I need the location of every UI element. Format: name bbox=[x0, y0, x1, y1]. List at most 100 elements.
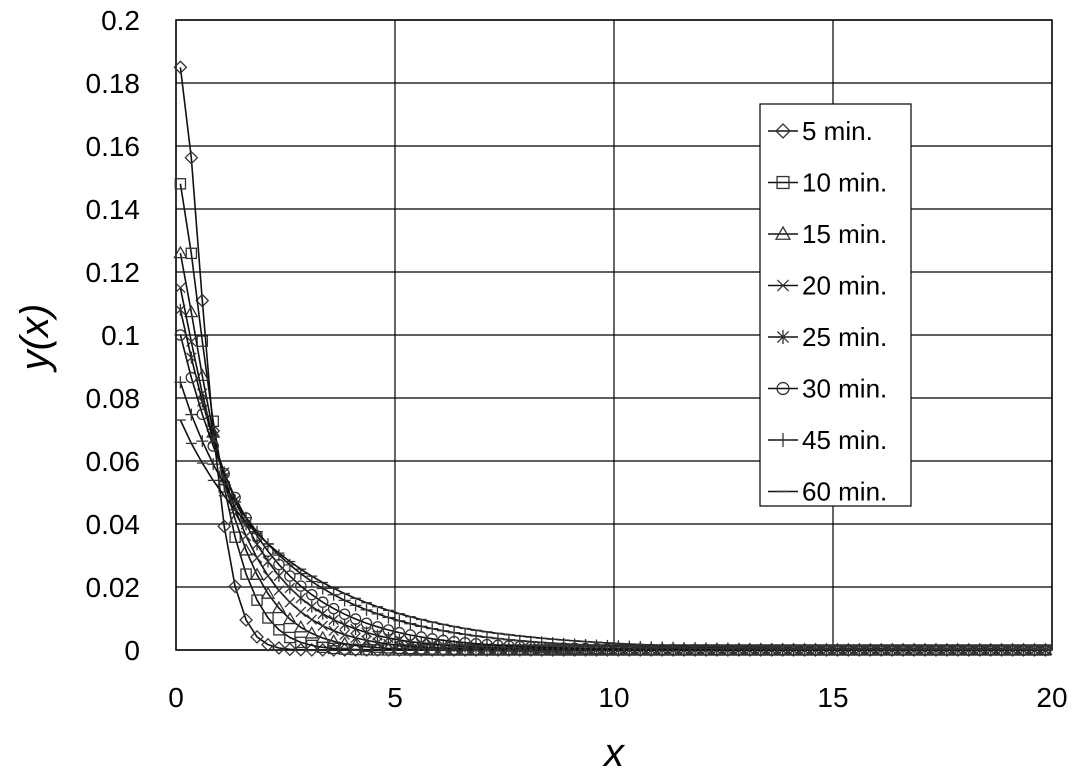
marker-square bbox=[185, 247, 198, 260]
marker-triangle bbox=[774, 225, 792, 240]
marker-plus bbox=[185, 408, 198, 421]
marker-diamond bbox=[523, 643, 538, 657]
series-line bbox=[179, 382, 1046, 651]
y-axis-ticks: 0 0.02 0.04 0.06 0.08 0.1 0.12 0.14 0.16 0.18 0.2 bbox=[86, 5, 141, 666]
legend-label: 45 min. bbox=[802, 425, 887, 455]
marker-square bbox=[174, 178, 187, 190]
marker-triangle bbox=[337, 636, 352, 649]
series-15-min bbox=[173, 245, 1053, 656]
legend-label: 15 min. bbox=[802, 219, 887, 249]
marker-square bbox=[240, 568, 252, 580]
y-tick-label: 0.02 bbox=[86, 572, 141, 603]
x-tick-label: 20 bbox=[1036, 682, 1067, 713]
legend-label: 10 min. bbox=[802, 168, 887, 198]
marker-plus bbox=[601, 639, 614, 652]
series-line bbox=[179, 334, 1046, 651]
marker-asterisk bbox=[328, 613, 339, 626]
marker-asterisk bbox=[186, 351, 197, 364]
series-line bbox=[179, 287, 1046, 651]
marker-plus bbox=[502, 633, 515, 646]
marker-square bbox=[262, 612, 274, 624]
marker-plus bbox=[229, 496, 242, 509]
series-20-min bbox=[175, 282, 1051, 656]
marker-plus bbox=[174, 376, 187, 389]
marker-asterisk bbox=[273, 569, 285, 582]
marker-plus bbox=[251, 525, 264, 538]
y-tick-label: 0.12 bbox=[86, 257, 141, 288]
marker-diamond bbox=[775, 123, 791, 139]
marker-triangle bbox=[326, 634, 341, 647]
legend-label: 25 min. bbox=[802, 322, 887, 352]
legend-item: 15 min. bbox=[768, 219, 887, 249]
marker-triangle bbox=[282, 611, 298, 625]
marker-asterisk bbox=[317, 607, 328, 620]
marker-square bbox=[776, 175, 790, 190]
marker-plus bbox=[612, 640, 625, 653]
y-tick-label: 0.04 bbox=[86, 509, 141, 540]
marker-plus bbox=[437, 624, 450, 637]
y-tick-label: 0.08 bbox=[86, 383, 141, 414]
marker-plus bbox=[590, 639, 603, 652]
marker-diamond bbox=[611, 643, 626, 657]
marker-diamond bbox=[250, 629, 264, 644]
marker-circle bbox=[776, 381, 790, 396]
marker-plus bbox=[338, 594, 351, 607]
marker-diamond bbox=[622, 643, 637, 657]
legend-item: 60 min. bbox=[768, 477, 887, 507]
marker-plus bbox=[623, 640, 636, 653]
x-tick-label: 5 bbox=[387, 682, 403, 713]
marker-square bbox=[306, 639, 318, 652]
marker-x bbox=[317, 620, 328, 632]
marker-x bbox=[776, 279, 790, 292]
marker-circle bbox=[174, 329, 187, 341]
marker-asterisk bbox=[262, 555, 274, 568]
series-5-min bbox=[173, 60, 1053, 657]
marker-x bbox=[262, 570, 274, 582]
marker-plus bbox=[349, 599, 362, 612]
marker-diamond bbox=[239, 613, 253, 627]
legend-item: 20 min. bbox=[768, 271, 887, 301]
marker-asterisk bbox=[416, 637, 427, 650]
marker-plus bbox=[448, 626, 461, 639]
marker-x bbox=[240, 530, 252, 542]
marker-diamond bbox=[403, 643, 418, 657]
legend: 5 min. 10 min. 15 min. 20 min. 25 min. 30 min… bbox=[759, 103, 912, 507]
marker-circle bbox=[382, 624, 395, 636]
marker-diamond bbox=[272, 641, 286, 655]
marker-circle bbox=[316, 596, 329, 608]
marker-square bbox=[251, 594, 263, 606]
marker-plus bbox=[480, 631, 493, 644]
series-layer bbox=[173, 60, 1053, 657]
marker-square bbox=[295, 636, 307, 649]
marker-triangle bbox=[293, 619, 308, 633]
marker-square bbox=[273, 624, 285, 636]
grid-lines bbox=[175, 19, 1053, 651]
y-tick-label: 0.18 bbox=[86, 68, 141, 99]
legend-item: 25 min. bbox=[768, 322, 887, 352]
marker-square bbox=[284, 631, 296, 644]
marker-diamond bbox=[885, 643, 900, 657]
series-25-min bbox=[175, 303, 1051, 656]
marker-plus bbox=[721, 642, 734, 655]
marker-circle bbox=[185, 371, 198, 384]
marker-x bbox=[273, 585, 285, 596]
marker-asterisk bbox=[295, 592, 307, 605]
legend-item: 45 min. bbox=[768, 425, 887, 455]
marker-plus bbox=[393, 614, 406, 627]
marker-diamond bbox=[261, 637, 275, 652]
marker-plus bbox=[776, 643, 789, 656]
x-tick-label: 15 bbox=[817, 682, 848, 713]
marker-plus bbox=[491, 632, 504, 645]
y-tick-label: 0.1 bbox=[101, 320, 140, 351]
marker-square bbox=[229, 531, 241, 543]
legend-label: 20 min. bbox=[802, 271, 887, 301]
marker-triangle bbox=[370, 640, 385, 653]
marker-asterisk bbox=[284, 581, 296, 594]
x-tick-label: 10 bbox=[598, 682, 629, 713]
marker-asterisk bbox=[306, 600, 318, 613]
marker-plus bbox=[327, 588, 340, 601]
marker-diamond bbox=[184, 150, 199, 165]
marker-circle bbox=[338, 608, 351, 620]
marker-square bbox=[196, 335, 209, 347]
marker-plus bbox=[207, 458, 220, 471]
